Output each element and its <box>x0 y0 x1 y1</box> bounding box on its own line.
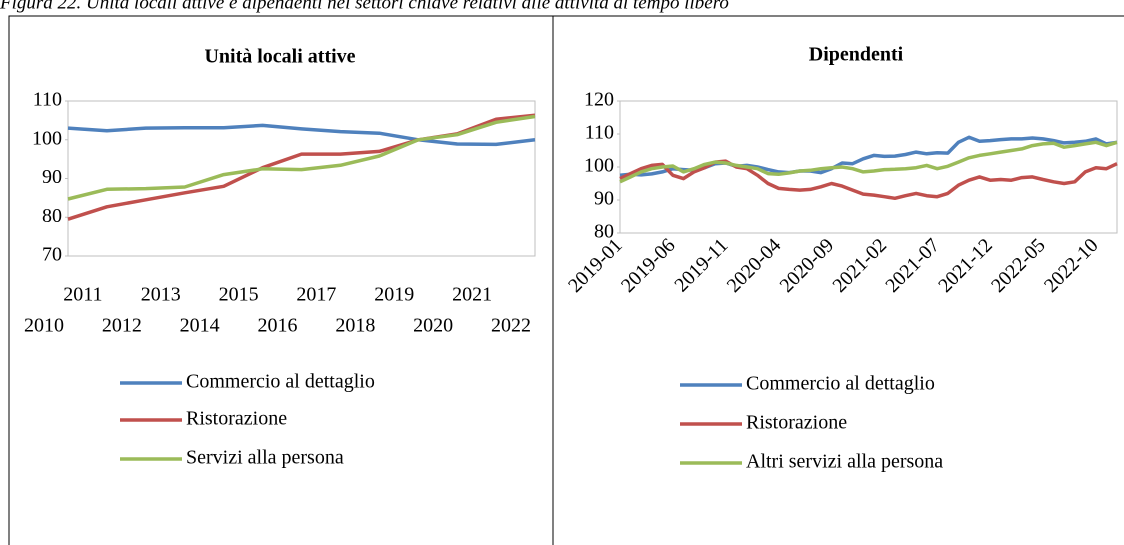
y-tick-label: 100 <box>32 127 62 149</box>
x-tick-label: 2020 <box>413 315 453 337</box>
y-tick-label: 90 <box>594 188 614 210</box>
x-tick-label: 2014 <box>180 315 220 337</box>
x-tick-label: 2013 <box>141 284 181 306</box>
legend-label: Ristorazione <box>746 412 847 434</box>
x-tick-label: 2019-01 <box>564 234 627 297</box>
y-tick-label: 110 <box>33 89 62 111</box>
y-tick-label: 80 <box>42 205 62 227</box>
series-line <box>619 140 1118 184</box>
x-tick-label: 2016 <box>258 315 298 337</box>
x-tick-label: 2019-11 <box>670 234 732 296</box>
x-tick-label: 2019 <box>374 284 414 306</box>
x-tick-label: 2021-12 <box>934 234 997 297</box>
y-tick-label: 110 <box>585 122 614 144</box>
series-line <box>619 159 1118 201</box>
legend-label: Commercio al dettaglio <box>746 373 935 395</box>
chart-title: Unità locali attive <box>204 46 355 68</box>
x-tick-label: 2022-05 <box>987 234 1050 297</box>
x-tick-label: 2011 <box>63 284 102 306</box>
x-tick-label: 2012 <box>102 315 142 337</box>
x-tick-label: 2021-07 <box>881 234 944 297</box>
frame <box>8 15 1124 545</box>
x-tick-label: 2020-04 <box>723 234 786 297</box>
y-tick-label: 120 <box>584 89 614 111</box>
plot-area <box>67 100 536 257</box>
x-tick-label: 2022 <box>491 315 531 337</box>
x-tick-label: 2017 <box>296 284 336 306</box>
y-tick-label: 90 <box>42 166 62 188</box>
legend-label: Commercio al dettaglio <box>186 371 375 393</box>
figure-caption: Figura 22. Unità locali attive e dipende… <box>0 0 729 13</box>
x-tick-label: 2010 <box>24 315 64 337</box>
legend-label: Ristorazione <box>186 408 287 430</box>
y-tick-label: 70 <box>42 244 62 266</box>
series-line <box>67 114 536 201</box>
x-tick-label: 2019-06 <box>617 234 680 297</box>
x-tick-label: 2021-02 <box>828 234 891 297</box>
legend-label: Servizi alla persona <box>186 447 344 469</box>
series-line <box>67 123 536 147</box>
x-tick-label: 2015 <box>219 284 259 306</box>
y-tick-label: 100 <box>584 155 614 177</box>
x-tick-label: 2020-09 <box>776 234 839 297</box>
y-tick-label: 80 <box>594 221 614 243</box>
legend-label: Altri servizi alla persona <box>746 451 943 473</box>
x-tick-label: 2021 <box>452 284 492 306</box>
x-tick-label: 2018 <box>335 315 375 337</box>
x-tick-label: 2022-10 <box>1040 234 1103 297</box>
chart-title: Dipendenti <box>809 44 904 66</box>
